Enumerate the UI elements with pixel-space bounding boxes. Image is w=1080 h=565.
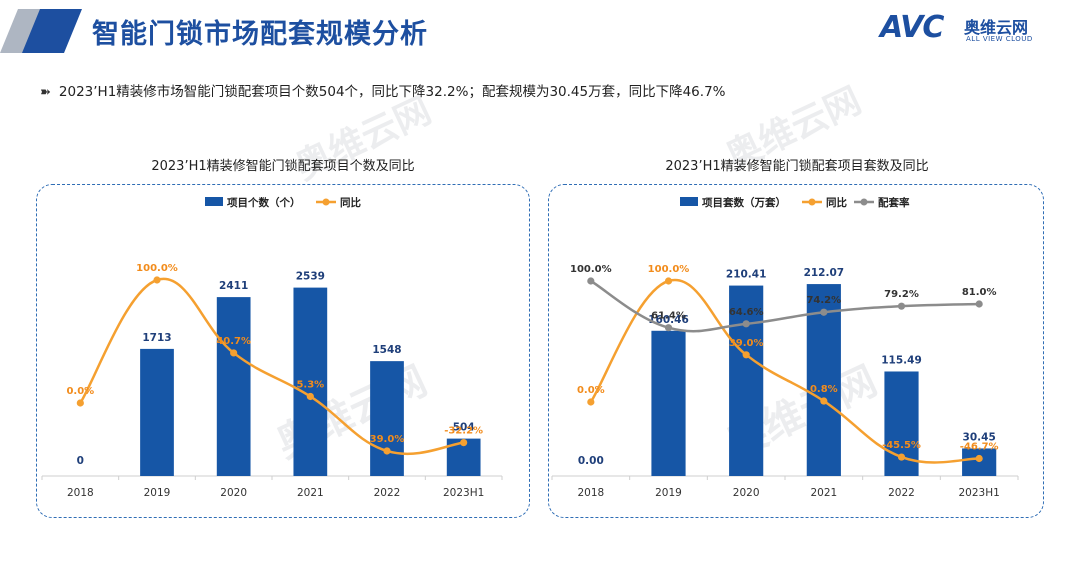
chart2-point-ratio bbox=[587, 277, 595, 285]
chart2-legend-label: 同比 bbox=[826, 196, 847, 209]
chart2-bar bbox=[729, 285, 764, 476]
chart2-point-label-yoy: 0.0% bbox=[577, 385, 605, 396]
chart2-x-tick-label: 2021 bbox=[810, 487, 837, 499]
summary-line: ➽ 2023’H1精装修市场智能门锁配套项目个数504个，同比下降32.2%；配套… bbox=[40, 80, 725, 100]
chart2-bar-label: 30.45 bbox=[963, 431, 996, 443]
chart2-x-tick-label: 2019 bbox=[655, 487, 682, 499]
chart1-point-yoy bbox=[76, 399, 84, 407]
chart1-legend-label: 项目个数（个） bbox=[227, 196, 301, 209]
chart2-bar-label: 210.41 bbox=[726, 269, 767, 281]
chart2-point-label-yoy: -46.7% bbox=[960, 442, 999, 453]
chart2-point-label-yoy: 100.0% bbox=[648, 264, 690, 275]
chart1-legend-label: 同比 bbox=[340, 196, 361, 209]
chart1-x-tick-label: 2022 bbox=[374, 487, 401, 499]
chart2-point-ratio bbox=[664, 324, 673, 332]
logo-avc-text: AVC bbox=[880, 10, 944, 45]
chart1-point-label-yoy: 5.3% bbox=[296, 379, 324, 390]
chart2-x-tick-label: 2022 bbox=[888, 487, 915, 499]
chart1-legend-swatch-dot bbox=[322, 198, 330, 206]
chart1-x-tick-label: 2020 bbox=[220, 487, 247, 499]
chart2-line-ratio bbox=[590, 279, 980, 333]
logo-en-text: ALL VIEW CLOUD bbox=[966, 35, 1033, 43]
chart1-bar-label: 1713 bbox=[142, 332, 171, 344]
chart2-legend-swatch-dot bbox=[860, 198, 868, 206]
chart1-title: 2023’H1精装修智能门锁配套项目个数及同比 bbox=[151, 159, 415, 174]
chart2-point-ratio bbox=[975, 300, 983, 308]
chart2-bar bbox=[806, 284, 841, 476]
chart2-point-label-ratio: 81.0% bbox=[962, 287, 997, 298]
chart1-bar-label: 2539 bbox=[296, 271, 325, 283]
chart2-point-yoy bbox=[664, 277, 673, 285]
chart2-point-label-yoy: 39.0% bbox=[729, 338, 764, 349]
chart2-point-yoy bbox=[820, 397, 828, 405]
chart2-legend-swatch-bar bbox=[680, 197, 698, 206]
chart1-point-yoy bbox=[230, 349, 238, 357]
chart2-x-tick-label: 2018 bbox=[577, 487, 604, 499]
chart2-point-label-yoy: -45.5% bbox=[882, 440, 921, 451]
header-banner: 智能门锁市场配套规模分析 AVC 奥维云网 ALL VIEW CLOUD bbox=[0, 0, 1080, 62]
chart2-point-label-ratio: 79.2% bbox=[884, 289, 919, 300]
chart1-point-label-yoy: 0.0% bbox=[66, 386, 94, 397]
chart1-point-yoy bbox=[306, 392, 314, 401]
chart2-point-ratio bbox=[897, 302, 906, 310]
chart1-bar-label: 1548 bbox=[372, 344, 401, 356]
chart1-bar-label: 504 bbox=[453, 422, 475, 434]
chart2-line-yoy bbox=[589, 278, 980, 464]
chart1-bar bbox=[370, 361, 404, 476]
chart2-bar-label: 160.46 bbox=[648, 314, 689, 326]
chart2-x-tick-label: 2020 bbox=[733, 487, 760, 499]
chart2-x-tick-label: 2023H1 bbox=[959, 487, 1000, 499]
logo-cn-text: 奥维云网 bbox=[964, 18, 1029, 37]
page-title: 智能门锁市场配套规模分析 bbox=[92, 19, 428, 50]
chart2-panel bbox=[548, 184, 1044, 518]
chart2-legend-label: 项目套数（万套） bbox=[702, 196, 786, 209]
chart1-x-tick-label: 2018 bbox=[67, 487, 94, 499]
chart1-point-yoy bbox=[153, 276, 161, 284]
chart1-point-label-yoy: -32.2% bbox=[444, 426, 483, 437]
chart2-bar bbox=[962, 448, 997, 476]
chart2-point-yoy bbox=[975, 454, 983, 463]
chart2-point-ratio bbox=[820, 308, 828, 316]
chart1-x-tick-label: 2023H1 bbox=[443, 487, 484, 499]
chart2-title: 2023’H1精装修智能门锁配套项目套数及同比 bbox=[665, 159, 929, 174]
chart1-point-label-yoy: 100.0% bbox=[136, 263, 178, 274]
chart2-point-ratio bbox=[742, 320, 750, 328]
avc-logo: AVC 奥维云网 ALL VIEW CLOUD bbox=[880, 10, 1070, 50]
chart1-bar-label: 0 bbox=[77, 455, 84, 467]
chart2-point-label-ratio: 61.4% bbox=[651, 311, 686, 322]
chart2-point-yoy bbox=[897, 453, 906, 461]
chart1-point-yoy bbox=[460, 439, 468, 447]
chart1-bar bbox=[293, 287, 328, 476]
chart2-point-label-ratio: 74.2% bbox=[806, 295, 841, 306]
chart2-legend-label: 配套率 bbox=[878, 196, 910, 209]
chart1-panel bbox=[36, 184, 530, 518]
chart1-legend-swatch-bar bbox=[205, 197, 223, 206]
chart2-point-yoy bbox=[742, 351, 750, 359]
chart1-bar bbox=[140, 348, 174, 476]
chart1-bar-label: 2411 bbox=[219, 280, 248, 292]
chart1-bar bbox=[216, 297, 251, 476]
chart2-bar-label: 0.00 bbox=[578, 455, 604, 467]
chart1-x-tick-label: 2019 bbox=[144, 487, 171, 499]
chart2-legend-swatch-dot bbox=[808, 198, 816, 206]
chart1-line-yoy bbox=[79, 277, 464, 456]
chart2-point-label-ratio: 100.0% bbox=[570, 264, 612, 275]
chart2-point-yoy bbox=[587, 398, 595, 406]
chart2-point-label-yoy: 0.8% bbox=[810, 384, 838, 395]
chart1-x-tick-label: 2021 bbox=[297, 487, 324, 499]
arrow-bullet-icon: ➽ bbox=[40, 85, 51, 100]
chart1-point-label-yoy: 39.0% bbox=[370, 434, 405, 445]
chart2-bar-label: 212.07 bbox=[804, 267, 845, 279]
chart2-bar-label: 115.49 bbox=[881, 354, 922, 366]
chart1-point-label-yoy: 40.7% bbox=[216, 336, 251, 347]
chart2-bar bbox=[651, 330, 686, 476]
chart2-point-label-ratio: 64.6% bbox=[729, 307, 764, 318]
summary-text: 2023’H1精装修市场智能门锁配套项目个数504个，同比下降32.2%；配套规… bbox=[58, 84, 726, 100]
chart1-point-yoy bbox=[383, 447, 391, 455]
